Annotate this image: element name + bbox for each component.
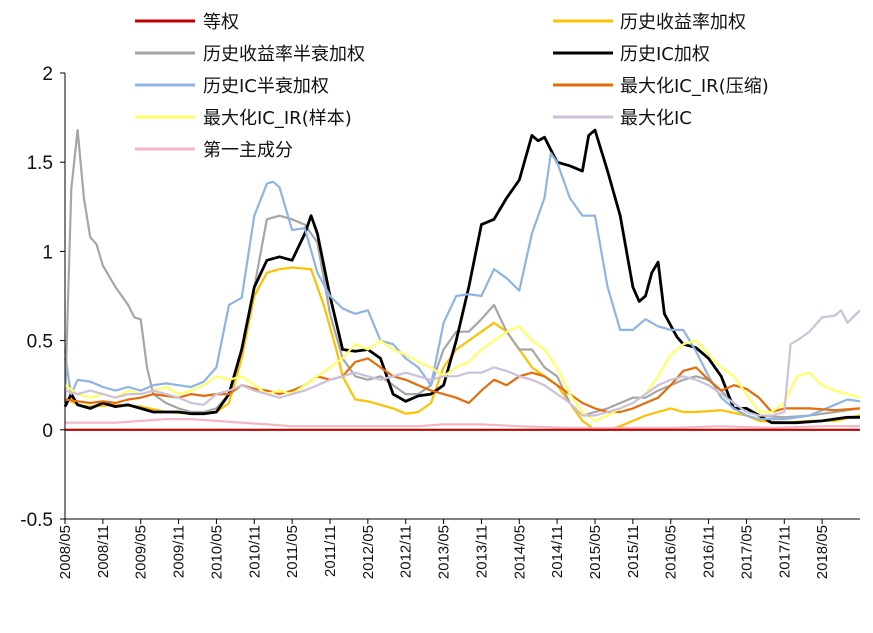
x-tick-label: 2012/11 [398,525,415,578]
legend-label: 最大化IC_IR(样本) [203,108,352,129]
x-tick-label: 2014/05 [511,525,528,579]
x-tick-label: 2010/05 [208,525,225,579]
x-tick-label: 2008/05 [57,525,74,579]
x-tick-label: 2008/11 [95,525,112,578]
x-tick-label: 2009/11 [171,525,188,578]
x-tick-label: 2011/11 [322,525,339,577]
series-line-3 [63,128,860,425]
x-tick-label: 2010/11 [246,525,263,578]
plot-lines [63,128,861,431]
y-tick-labels: -0.5 0 0.5 1 1.5 2 [20,64,53,531]
y-tick-label: 1 [42,242,53,263]
x-tick-label: 2018/05 [814,525,831,579]
series-line-5 [64,357,861,414]
series-line-2 [63,129,861,419]
legend-label: 第一主成分 [203,140,293,161]
legend-label: 最大化IC [620,108,692,129]
legend-label: 历史收益率半衰加权 [203,44,365,65]
legend-label: 等权 [203,12,239,33]
series-line-4 [63,152,861,421]
x-tick-label: 2013/05 [436,525,453,579]
y-tick-label: 2 [42,64,53,85]
y-tick-label: 0.5 [27,332,53,353]
axes [60,72,860,524]
legend-label: 最大化IC_IR(压缩) [620,76,769,97]
x-tick-label: 2011/05 [284,525,301,578]
y-tick-label: 0 [42,421,53,442]
x-tick-label: 2016/05 [663,525,680,579]
x-tick-labels: 2008/05 2008/11 2009/05 2009/11 2010/05 2010/… [57,525,831,579]
x-tick-label: 2017/05 [738,525,755,579]
x-tick-label: 2013/11 [473,525,490,578]
x-tick-label: 2014/11 [549,525,566,578]
series-line-7 [64,309,861,417]
legend-label: 历史IC半衰加权 [203,76,329,97]
series-line-1 [63,266,861,431]
series-line-6 [64,325,861,422]
x-tick-label: 2012/05 [360,525,377,579]
y-tick-label: 1.5 [27,153,53,174]
x-tick-label: 2015/05 [587,525,604,579]
x-tick-label: 2009/05 [133,525,150,579]
y-tick-label: -0.5 [20,510,53,531]
x-tick-label: 2017/11 [776,525,793,578]
x-tick-label: 2016/11 [701,525,718,578]
legend-label: 历史IC加权 [620,44,710,65]
series-line-8 [65,418,860,430]
legend-label: 历史收益率加权 [620,12,746,33]
x-tick-label: 2015/11 [625,525,642,578]
